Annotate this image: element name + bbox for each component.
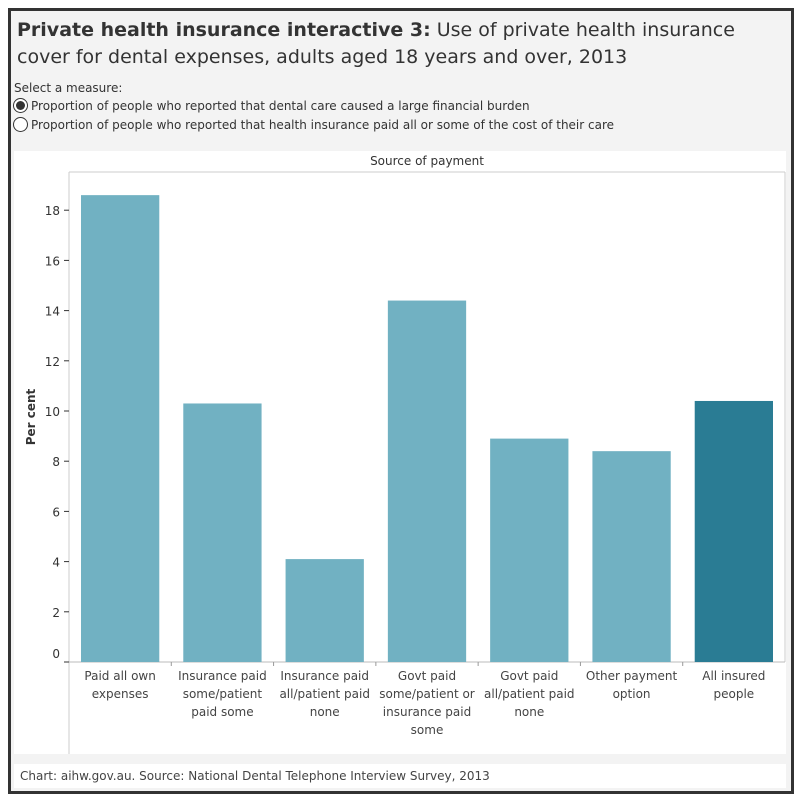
x-tick-label: all/patient paid [279,687,370,701]
x-tick-label: All insured [702,669,765,683]
dashboard-frame: Private health insurance interactive 3: … [8,8,794,794]
chart-title: Source of payment [370,154,484,168]
x-tick-label: some [411,723,444,737]
chart-svg: Source of payment 0 2 4 6 8 10 12 14 16 18 Per cent… [24,154,786,754]
bar [490,438,569,662]
y-tick-label: 8 [52,455,60,469]
y-tick-label: 14 [45,305,60,319]
measure-label: Select a measure: [14,81,123,95]
bar [694,400,773,662]
x-tick-label: none [514,705,544,719]
x-tick-label: all/patient paid [484,687,575,701]
page-title: Private health insurance interactive 3: … [17,17,777,71]
y-tick-label: 0 [52,647,60,661]
y-tick-label: 12 [45,355,60,369]
x-tick-label: Insurance paid [178,669,267,683]
x-tick-label: Govt paid [398,669,456,683]
bar [81,195,160,662]
x-tick-label: people [714,687,755,701]
x-tick-label: Other payment [586,669,678,683]
radio-label: Proportion of people who reported that h… [31,117,615,132]
bar [592,451,671,662]
measure-option-insurance-paid[interactable]: Proportion of people who reported that h… [13,117,614,132]
radio-label: Proportion of people who reported that d… [31,98,530,113]
y-tick-label: 18 [45,204,60,218]
bar [183,403,262,662]
x-tick-label: some/patient [183,687,263,701]
x-tick-label: insurance paid [383,705,471,719]
radio-unselected-icon[interactable] [13,117,28,132]
radio-selected-icon[interactable] [13,98,28,113]
y-tick-label: 10 [45,405,60,419]
y-tick-label: 16 [45,254,60,268]
x-tick-label: Insurance paid [280,669,369,683]
bar [387,300,467,662]
bar-chart: Source of payment 0 2 4 6 8 10 12 14 16 18 Per cent… [14,151,786,754]
x-tick-label: paid some [191,705,253,719]
x-tick-label: Govt paid [500,669,558,683]
title-rest: Use of private health insurance cover fo… [17,19,735,68]
y-tick-label: 4 [52,556,60,570]
x-tick-label: option [613,687,651,701]
bar [285,559,364,662]
title-bold: Private health insurance interactive 3: [17,19,431,41]
x-tick-label: expenses [92,687,149,701]
y-tick-label: 6 [52,505,60,519]
chart-source-footer: Chart: aihw.gov.au. Source: National Den… [14,764,786,788]
x-tick-label: some/patient or [379,687,475,701]
y-tick-label: 2 [52,606,60,620]
y-axis-label: Per cent [24,388,38,445]
measure-option-financial-burden[interactable]: Proportion of people who reported that d… [13,98,530,113]
x-tick-label: none [310,705,340,719]
x-tick-label: Paid all own [84,669,155,683]
